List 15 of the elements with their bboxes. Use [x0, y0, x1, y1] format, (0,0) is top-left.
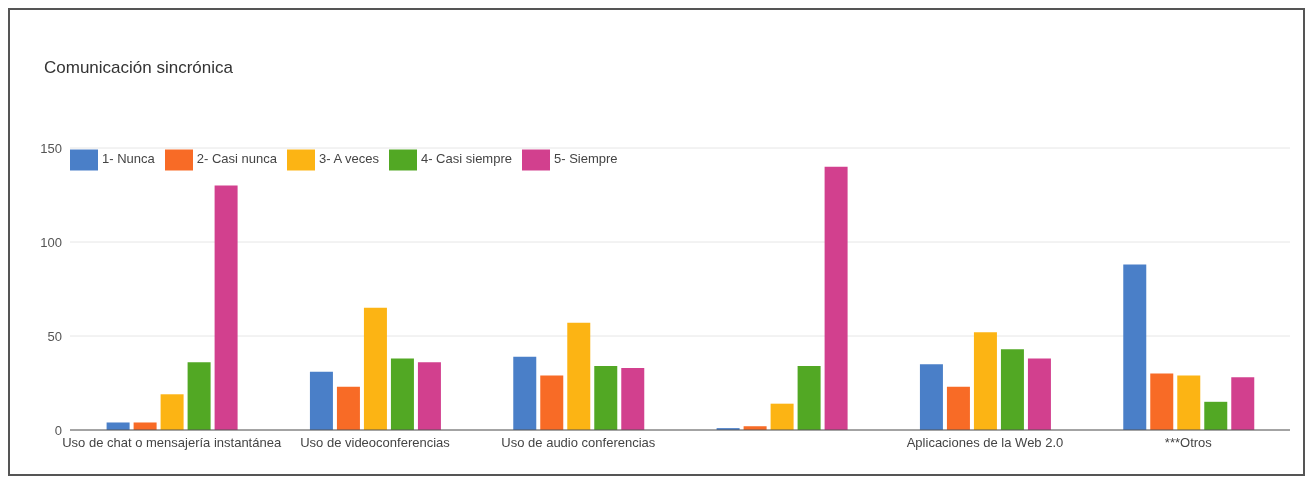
y-tick-label: 150 [40, 140, 62, 156]
x-tick-label: Uso de chat o mensajería instantánea [62, 435, 282, 451]
legend-label: 1- Nunca [102, 151, 155, 167]
legend-label: 3- A veces [318, 151, 379, 167]
x-tick-label: Uso de videoconferencias [300, 435, 451, 451]
x-tick-label: Aplicaciones de la Web 2.0 [906, 435, 1064, 451]
chart-title: Comunicación sincrónica [44, 58, 233, 78]
legend-label: 5- Siempre [553, 151, 618, 167]
y-tick-label: 0 [54, 422, 62, 438]
legend-label: 4- Casi siempre [420, 151, 512, 167]
x-tick-label: Uso de audio conferencias [501, 435, 656, 451]
y-tick-label: 100 [40, 234, 62, 250]
y-tick-label: 50 [47, 328, 62, 344]
x-tick-label: ***Otros [1164, 435, 1213, 451]
legend-label: 2- Casi nunca [196, 151, 277, 167]
